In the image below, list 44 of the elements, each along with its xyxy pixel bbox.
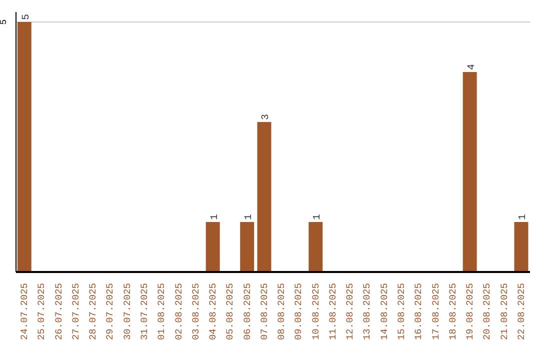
bar bbox=[308, 222, 323, 272]
data-label: 4 bbox=[466, 64, 478, 70]
data-label: 5 bbox=[21, 14, 32, 20]
x-tick-label: 04.08.2025 bbox=[208, 282, 219, 340]
x-tick-label: 15.08.2025 bbox=[396, 282, 407, 340]
x-tick-label: 19.08.2025 bbox=[464, 282, 476, 340]
x-tick-label: 01.08.2025 bbox=[156, 282, 168, 340]
x-tick-label: 21.08.2025 bbox=[498, 282, 510, 340]
x-tick-label: 06.08.2025 bbox=[242, 282, 253, 340]
data-label: 3 bbox=[261, 114, 272, 120]
bar bbox=[17, 22, 32, 272]
x-tick-label: 16.08.2025 bbox=[413, 282, 424, 340]
x-tick-label: 12.08.2025 bbox=[344, 282, 356, 340]
x-tick-label: 05.08.2025 bbox=[224, 282, 236, 340]
data-label: 1 bbox=[312, 214, 324, 220]
x-tick-label: 31.07.2025 bbox=[139, 282, 150, 340]
bar bbox=[206, 222, 220, 272]
x-tick-label: 26.07.2025 bbox=[53, 282, 64, 340]
x-tick-label: 17.08.2025 bbox=[430, 282, 442, 340]
bar bbox=[514, 222, 528, 272]
x-tick-label: 22.08.2025 bbox=[516, 282, 527, 340]
x-tick-label: 09.08.2025 bbox=[293, 282, 304, 340]
x-tick-label: 07.08.2025 bbox=[258, 282, 270, 340]
x-tick-label: 29.07.2025 bbox=[104, 282, 116, 340]
x-tick-label: 28.07.2025 bbox=[88, 282, 99, 340]
bar bbox=[462, 72, 477, 272]
x-tick-label: 14.08.2025 bbox=[378, 282, 390, 340]
x-tick-label: 24.07.2025 bbox=[19, 282, 30, 340]
data-label: 1 bbox=[244, 214, 256, 220]
x-tick-label: 11.08.2025 bbox=[327, 282, 338, 340]
x-tick-label: 20.08.2025 bbox=[482, 282, 493, 340]
x-tick-label: 27.07.2025 bbox=[70, 282, 82, 340]
data-label: 1 bbox=[518, 214, 530, 220]
x-tick-label: 25.07.2025 bbox=[36, 282, 48, 340]
x-tick-label: 03.08.2025 bbox=[190, 282, 202, 340]
bar bbox=[240, 222, 254, 272]
bar bbox=[257, 122, 272, 272]
x-tick-label: 13.08.2025 bbox=[362, 282, 373, 340]
data-label: 1 bbox=[210, 214, 221, 220]
x-tick-label: 10.08.2025 bbox=[310, 282, 322, 340]
x-tick-label: 02.08.2025 bbox=[173, 282, 184, 340]
x-tick-label: 18.08.2025 bbox=[447, 282, 458, 340]
x-tick-label: 08.08.2025 bbox=[276, 282, 288, 340]
x-tick-label: 30.07.2025 bbox=[122, 282, 133, 340]
